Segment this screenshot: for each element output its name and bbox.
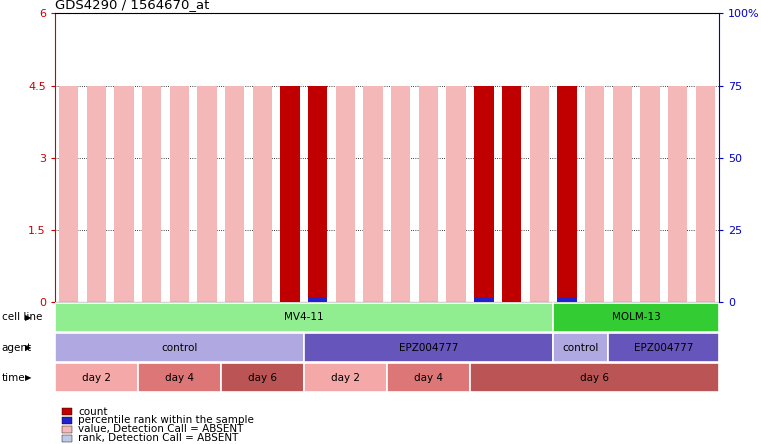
Text: agent: agent: [2, 343, 32, 353]
Text: EPZ004777: EPZ004777: [399, 343, 458, 353]
Bar: [138, 363, 221, 392]
Text: ▶: ▶: [25, 373, 31, 382]
Bar: [59, 86, 78, 302]
Bar: [387, 363, 470, 392]
Text: EPZ004777: EPZ004777: [634, 343, 693, 353]
Bar: [304, 333, 553, 362]
Bar: [640, 86, 660, 302]
Text: rank, Detection Call = ABSENT: rank, Detection Call = ABSENT: [78, 433, 239, 443]
Bar: [336, 86, 355, 302]
Text: count: count: [78, 407, 108, 416]
Bar: [474, 297, 494, 302]
Bar: [613, 86, 632, 302]
Bar: [447, 86, 466, 302]
Bar: [585, 86, 604, 302]
Text: cell line: cell line: [2, 313, 42, 322]
Text: day 2: day 2: [331, 373, 360, 383]
Bar: [553, 303, 719, 332]
Bar: [557, 297, 577, 302]
Text: ▶: ▶: [25, 343, 31, 352]
Text: day 6: day 6: [248, 373, 277, 383]
Text: day 2: day 2: [82, 373, 111, 383]
Bar: [225, 86, 244, 302]
Bar: [470, 363, 719, 392]
Bar: [474, 86, 494, 302]
Text: value, Detection Call = ABSENT: value, Detection Call = ABSENT: [78, 424, 244, 434]
Bar: [221, 363, 304, 392]
Bar: [55, 363, 138, 392]
Bar: [170, 86, 189, 302]
Bar: [308, 297, 327, 302]
Text: MOLM-13: MOLM-13: [612, 313, 661, 322]
Bar: [87, 86, 106, 302]
Bar: [557, 86, 577, 302]
Bar: [530, 86, 549, 302]
Bar: [304, 363, 387, 392]
Bar: [197, 86, 217, 302]
Bar: [501, 86, 521, 302]
Text: control: control: [562, 343, 599, 353]
Text: time: time: [2, 373, 25, 383]
Bar: [253, 86, 272, 302]
Bar: [114, 86, 134, 302]
Bar: [364, 86, 383, 302]
Text: percentile rank within the sample: percentile rank within the sample: [78, 416, 254, 425]
Text: day 4: day 4: [414, 373, 443, 383]
Bar: [608, 333, 719, 362]
Bar: [553, 333, 609, 362]
Text: ▶: ▶: [25, 313, 31, 322]
Bar: [696, 86, 715, 302]
Bar: [55, 333, 304, 362]
Bar: [55, 303, 553, 332]
Text: control: control: [161, 343, 198, 353]
Text: GDS4290 / 1564670_at: GDS4290 / 1564670_at: [55, 0, 209, 11]
Bar: [308, 86, 327, 302]
Bar: [280, 86, 300, 302]
Bar: [391, 86, 410, 302]
Bar: [142, 86, 161, 302]
Bar: [419, 86, 438, 302]
Text: MV4-11: MV4-11: [284, 313, 323, 322]
Bar: [668, 86, 687, 302]
Text: day 4: day 4: [165, 373, 194, 383]
Text: day 6: day 6: [580, 373, 609, 383]
